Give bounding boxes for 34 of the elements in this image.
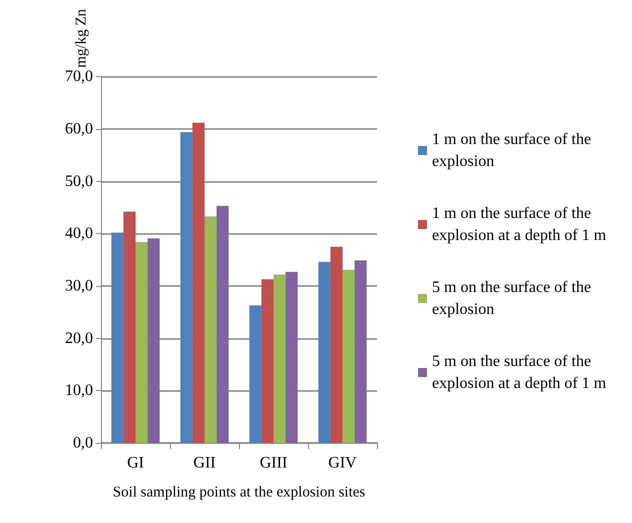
y-tick-label: 20,0 [65,330,93,347]
bar [136,242,148,443]
bar [123,212,136,443]
y-tick-label: 40,0 [65,225,93,242]
y-tick-label: 10,0 [65,382,93,400]
x-tick-label: GIII [260,454,288,472]
legend-label: 5 m on the surface of the explosion at a depth of 1 m [432,353,607,392]
x-tick-label: GII [193,454,216,472]
legend-label: 5 m on the surface of the explosion [432,279,596,318]
bar [249,305,262,443]
y-tick-label: 70,0 [65,68,93,86]
bar [111,232,124,443]
bar [261,279,274,443]
x-tick-label: GIV [328,454,358,472]
x-tick-label: GI [127,454,144,472]
y-tick-label: 60,0 [65,120,93,138]
x-axis-title: Soil sampling points at the explosion sites [112,484,366,500]
y-tick-label: 0,0 [73,434,93,452]
bar [216,206,229,443]
bar [286,272,298,443]
y-axis-title: mg/kg Zn [74,8,90,68]
bar [192,122,204,443]
bar [204,216,217,443]
bar [318,262,330,443]
y-tick-label: 50,0 [65,172,93,190]
y-tick-label: 30,0 [65,277,93,294]
bar [180,132,192,443]
bar [148,238,160,443]
bar [342,270,355,443]
bar [274,274,286,443]
legend-label: 1 m on the surface of the explosion at a depth of 1 m [432,205,607,244]
legend-label: 1 m on the surface of the explosion [432,131,596,170]
bar [330,246,342,443]
bar [354,260,367,443]
